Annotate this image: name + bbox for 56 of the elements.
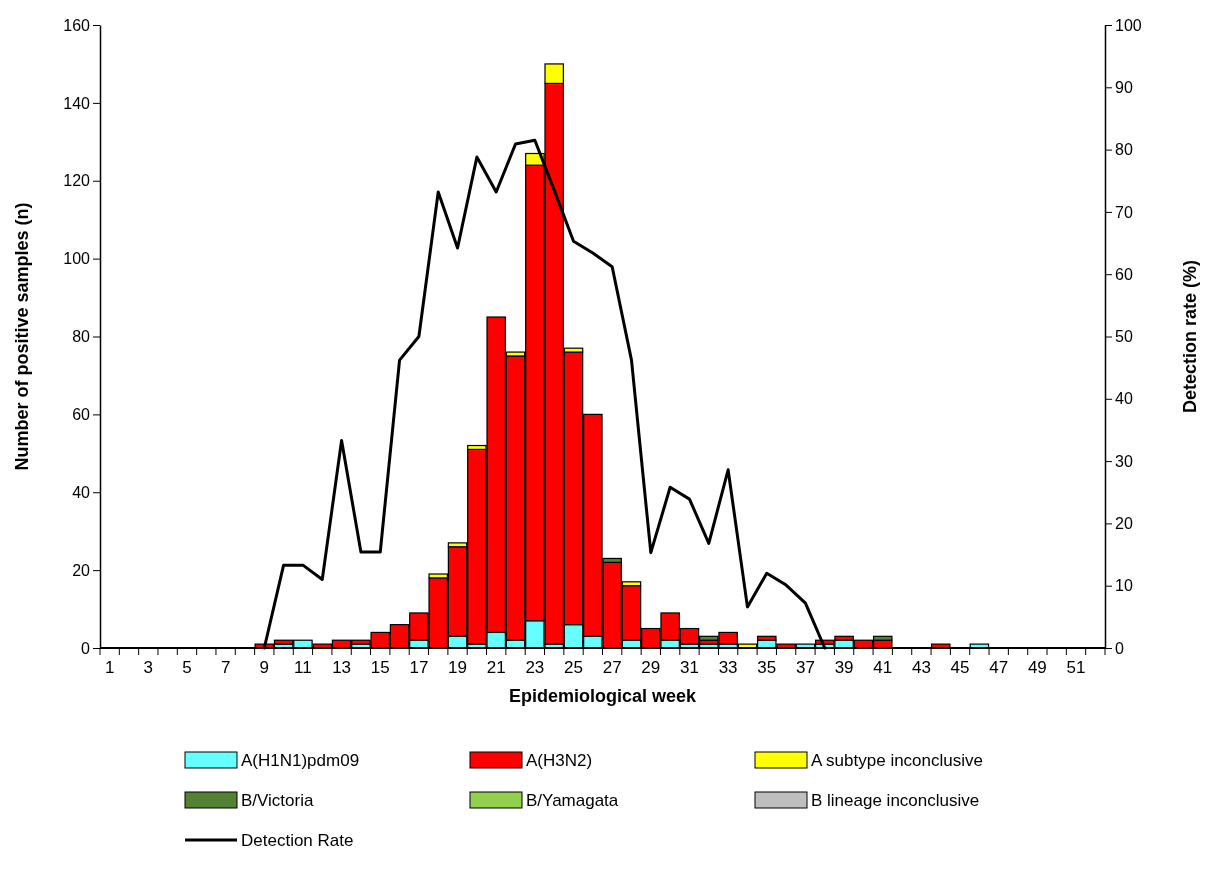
y2-tick-label: 30 [1115,452,1133,470]
y2-axis-title: Detection rate (%) [1180,259,1200,414]
y2-tick-label: 0 [1115,639,1124,657]
x-tick-label: 15 [370,658,390,678]
x-tick-label: 11 [294,658,312,678]
legend-label: B/Yamagata [526,791,619,810]
y-tick-label: 40 [72,483,91,501]
x-tick-label: 29 [641,658,661,678]
x-tick-label: 5 [182,658,192,678]
x-tick-label: 33 [718,658,738,678]
x-tick-label: 17 [409,658,429,678]
y-axis-title: Number of positive samples (n) [12,202,32,471]
x-tick-label: 43 [911,658,931,678]
x-tick-label: 7 [220,658,231,678]
x-tick-label: 27 [602,658,622,678]
y2-tick-label: 40 [1115,390,1133,408]
x-tick-label: 19 [448,658,468,678]
legend-label: A(H1N1)pdm09 [241,751,360,770]
x-tick-label: 21 [486,658,506,678]
y2-tick-label: 80 [1115,141,1133,159]
x-tick-label: 1 [104,658,115,678]
y-tick-label: 0 [81,639,91,657]
legend-label: B/Victoria [241,791,314,810]
y2-tick-label: 70 [1115,203,1133,221]
legend-label: A subtype inconclusive [811,751,983,770]
y-tick-label: 80 [72,328,91,346]
x-tick-label: 45 [950,658,970,678]
x-tick-label: 9 [259,658,270,678]
x-tick-label: 41 [873,658,893,678]
x-tick-label: 51 [1066,658,1086,678]
x-tick-label: 49 [1027,658,1047,678]
x-tick-label: 13 [332,658,352,678]
x-tick-label: 23 [525,658,545,678]
x-axis-title: Epidemiological week [508,686,698,706]
x-tick-label: 35 [757,658,777,678]
legend-label: Detection Rate [241,831,354,850]
y-tick-label: 100 [63,250,91,268]
legend-label: B lineage inconclusive [811,791,980,810]
y-tick-label: 20 [72,561,91,579]
y2-tick-label: 20 [1115,515,1133,533]
legend-label: A(H3N2) [526,751,593,770]
y2-tick-label: 10 [1115,577,1133,595]
y-tick-label: 120 [63,172,91,190]
y2-tick-label: 50 [1115,328,1133,346]
y2-tick-label: 90 [1115,78,1133,96]
x-tick-label: 47 [989,658,1009,678]
x-tick-label: 37 [795,658,815,678]
y2-tick-label: 100 [1115,16,1142,34]
x-tick-label: 31 [680,658,699,678]
x-tick-label: 39 [834,658,854,678]
x-tick-label: 25 [564,658,583,678]
y-tick-label: 140 [63,94,91,112]
y-tick-label: 60 [72,405,91,423]
y-tick-label: 160 [63,16,91,34]
x-tick-label: 3 [143,658,154,678]
y2-tick-label: 60 [1115,265,1133,283]
